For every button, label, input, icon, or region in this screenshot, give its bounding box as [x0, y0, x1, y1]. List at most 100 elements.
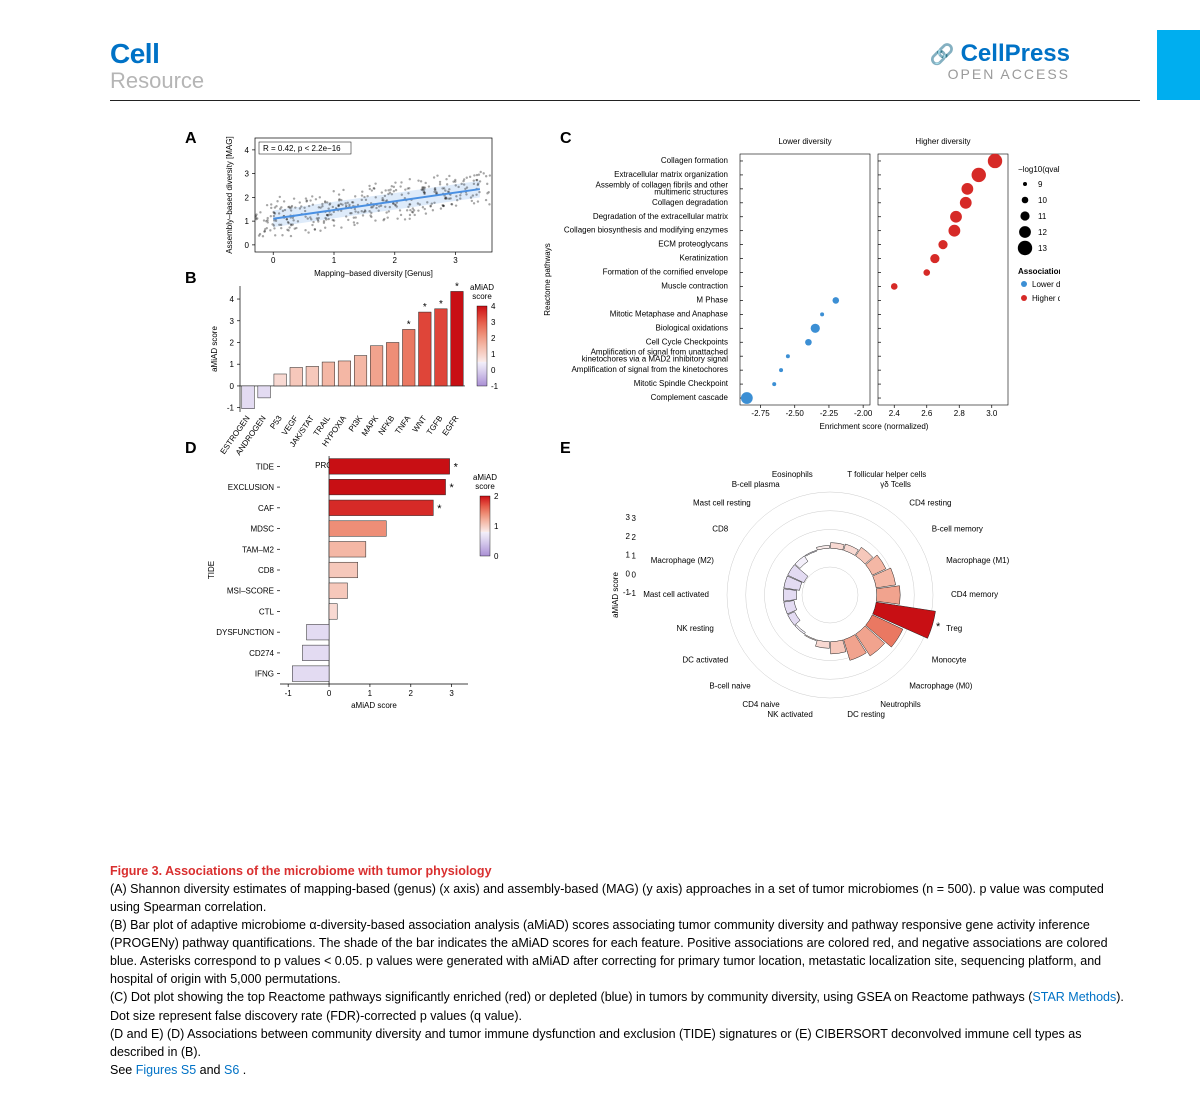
svg-text:3: 3 [491, 318, 496, 327]
svg-text:CTL: CTL [259, 607, 275, 616]
svg-text:4: 4 [491, 302, 496, 311]
svg-text:1: 1 [368, 689, 373, 698]
svg-text:Higher diversity: Higher diversity [1032, 294, 1060, 303]
svg-text:score: score [472, 292, 492, 301]
svg-text:*: * [450, 482, 455, 494]
svg-text:13: 13 [1038, 244, 1047, 253]
svg-text:*: * [454, 461, 459, 473]
svg-text:2: 2 [393, 256, 398, 265]
svg-text:score: score [475, 482, 495, 491]
svg-text:B-cell memory: B-cell memory [932, 525, 983, 534]
caption-DE: (D and E) (D) Associations between commu… [110, 1025, 1130, 1061]
svg-text:9: 9 [1038, 180, 1043, 189]
corner-tab [1157, 30, 1200, 100]
caption-see-mid: and [200, 1063, 224, 1077]
svg-text:TNFA: TNFA [393, 413, 412, 435]
panel-B-bars: -101234aMiAD scoreESTROGENANDROGENP53VEG… [205, 280, 525, 470]
svg-text:NFKB: NFKB [377, 414, 397, 437]
svg-text:Biological oxidations: Biological oxidations [656, 323, 729, 332]
svg-text:3.0: 3.0 [986, 409, 998, 418]
svg-text:1: 1 [494, 522, 499, 531]
svg-text:ECM proteoglycans: ECM proteoglycans [658, 240, 728, 249]
svg-text:2: 2 [632, 533, 637, 542]
svg-text:Mast cell activated: Mast cell activated [643, 590, 709, 599]
svg-text:TAM–M2: TAM–M2 [242, 545, 274, 554]
svg-text:EGFR: EGFR [440, 414, 460, 438]
svg-text:M Phase: M Phase [696, 295, 728, 304]
svg-text:1: 1 [332, 256, 337, 265]
caption-C: (C) Dot plot showing the top Reactome pa… [110, 988, 1130, 1024]
svg-text:2: 2 [230, 338, 235, 347]
svg-text:-2.00: -2.00 [854, 409, 873, 418]
svg-text:4: 4 [230, 295, 235, 304]
svg-text:0: 0 [491, 366, 496, 375]
svg-text:-2.50: -2.50 [786, 409, 805, 418]
svg-text:3: 3 [453, 256, 458, 265]
svg-text:Reactome pathways: Reactome pathways [543, 243, 552, 315]
svg-text:aMiAD score: aMiAD score [611, 572, 620, 618]
link-star-methods[interactable]: STAR Methods [1032, 990, 1116, 1004]
svg-text:1: 1 [245, 217, 250, 226]
svg-text:Assembly–based diversity [MAG]: Assembly–based diversity [MAG] [225, 136, 234, 253]
caption-see-prefix: See [110, 1063, 136, 1077]
svg-text:Macrophage (M1): Macrophage (M1) [946, 556, 1009, 565]
svg-text:aMiAD: aMiAD [470, 283, 494, 292]
svg-text:kinetochores via a MAD2 inhibi: kinetochores via a MAD2 inhibitory signa… [582, 355, 729, 364]
svg-text:*: * [437, 503, 442, 515]
page-header: Cell Resource 🔗CellPress OPEN ACCESS [110, 38, 1140, 98]
svg-text:MSI–SCORE: MSI–SCORE [227, 587, 274, 596]
svg-text:Association: Association [1018, 267, 1060, 276]
svg-text:Macrophage (M0): Macrophage (M0) [909, 681, 972, 690]
svg-text:Mast cell resting: Mast cell resting [693, 499, 751, 508]
svg-text:4: 4 [245, 146, 250, 155]
svg-text:R = 0.42, p < 2.2e−16: R = 0.42, p < 2.2e−16 [263, 144, 341, 153]
svg-text:2.8: 2.8 [954, 409, 966, 418]
svg-text:MDSC: MDSC [250, 525, 274, 534]
svg-text:Amplification of signal from t: Amplification of signal from the kinetoc… [571, 365, 728, 374]
svg-text:10: 10 [1038, 196, 1047, 205]
svg-text:3: 3 [230, 317, 235, 326]
svg-text:Formation of the cornified env: Formation of the cornified envelope [603, 268, 729, 277]
svg-text:IFNG: IFNG [255, 670, 274, 679]
svg-text:3: 3 [245, 170, 250, 179]
link-figS6[interactable]: S6 [224, 1063, 239, 1077]
svg-text:-1: -1 [629, 589, 637, 598]
svg-text:-1: -1 [285, 689, 293, 698]
svg-text:TIDE: TIDE [256, 462, 274, 471]
svg-text:B-cell naive: B-cell naive [709, 681, 751, 690]
caption-B: (B) Bar plot of adaptive microbiome α-di… [110, 916, 1130, 989]
svg-text:Enrichment score (normalized): Enrichment score (normalized) [820, 422, 929, 431]
svg-text:Mapping–based diversity [Genus: Mapping–based diversity [Genus] [314, 269, 433, 278]
caption-see-end: . [243, 1063, 246, 1077]
svg-text:aMiAD score: aMiAD score [351, 701, 397, 710]
svg-text:2: 2 [245, 193, 250, 202]
svg-text:2: 2 [409, 689, 414, 698]
svg-text:DC resting: DC resting [847, 710, 885, 719]
svg-text:NK activated: NK activated [767, 710, 812, 719]
panel-A-scatter: 012301234Mapping–based diversity [Genus]… [220, 130, 500, 280]
svg-text:Mitotic Spindle Checkpoint: Mitotic Spindle Checkpoint [634, 379, 729, 388]
svg-text:0: 0 [230, 382, 235, 391]
svg-text:Cell Cycle Checkpoints: Cell Cycle Checkpoints [646, 337, 728, 346]
svg-text:TIDE: TIDE [207, 561, 216, 579]
svg-text:*: * [455, 281, 459, 292]
svg-text:2.6: 2.6 [921, 409, 933, 418]
svg-text:Treg: Treg [946, 624, 962, 633]
panel-D-bars: -10123aMiAD scoreTIDETIDE*EXCLUSION*CAF*… [200, 450, 530, 710]
svg-text:NK resting: NK resting [677, 624, 714, 633]
svg-text:*: * [407, 319, 411, 330]
svg-text:CD8: CD8 [712, 525, 729, 534]
svg-text:Mitotic Metaphase and Anaphase: Mitotic Metaphase and Anaphase [610, 309, 729, 318]
svg-text:aMiAD: aMiAD [473, 473, 497, 482]
svg-text:2: 2 [491, 334, 496, 343]
svg-text:DC activated: DC activated [682, 655, 728, 664]
svg-text:Muscle contraction: Muscle contraction [661, 281, 728, 290]
svg-text:EXCLUSION: EXCLUSION [228, 483, 274, 492]
svg-text:0: 0 [245, 241, 250, 250]
link-figS5[interactable]: Figures S5 [136, 1063, 196, 1077]
svg-text:0: 0 [626, 569, 631, 578]
svg-text:DYSFUNCTION: DYSFUNCTION [216, 628, 274, 637]
svg-text:Collagen degradation: Collagen degradation [652, 198, 728, 207]
svg-text:1: 1 [491, 350, 496, 359]
svg-text:CD274: CD274 [249, 649, 274, 658]
